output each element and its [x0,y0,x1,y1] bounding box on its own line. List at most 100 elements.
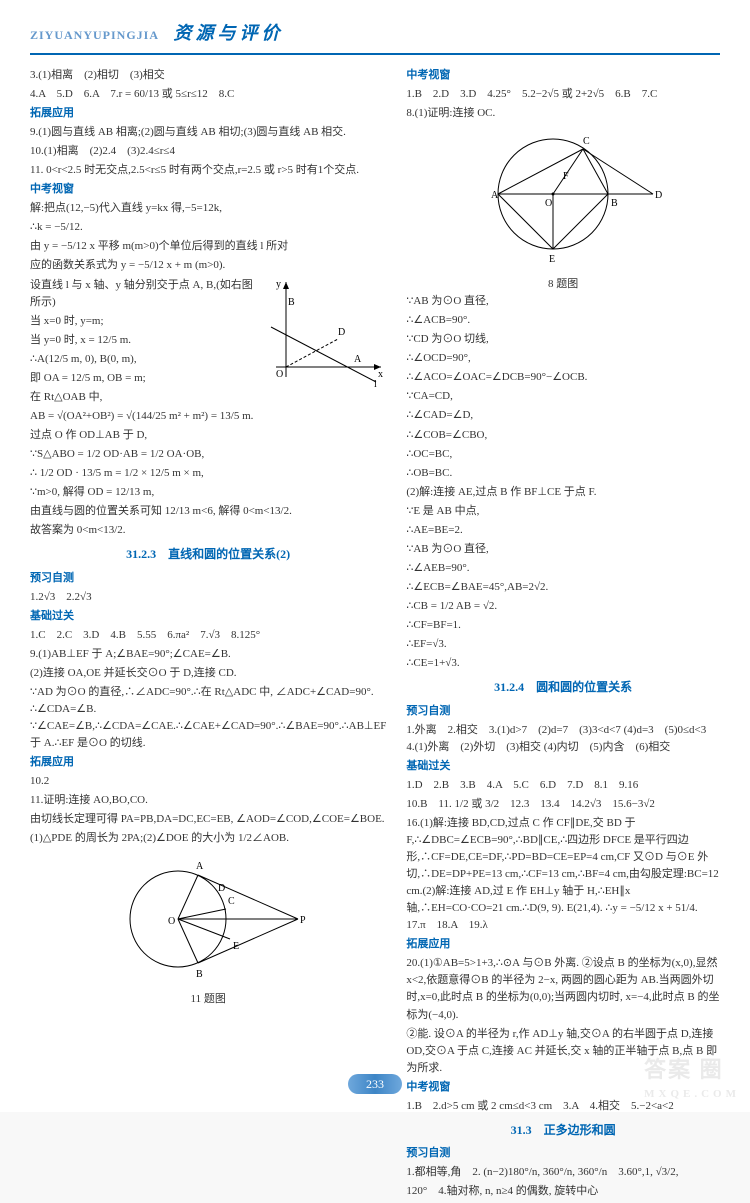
watermark: 答案 圈 MXQE.COM [644,1053,740,1103]
text: ∴∠AEB=90°. [406,560,720,577]
section-title: 31.2.3 直线和圆的位置关系(2) [30,545,386,564]
text: 16.(1)解:连接 BD,CD,过点 C 作 CF∥DE,交 BD 于 F,∴… [406,815,720,934]
heading: 拓展应用 [406,936,720,953]
linegraph-svg: x y O B A D l [266,277,386,387]
heading: 预习自测 [30,570,386,587]
text: 8.(1)证明:连接 OC. [406,105,720,122]
text: ∵E 是 AB 中点, [406,503,720,520]
pt-l: l [374,379,377,387]
text: 1.2√3 2.2√3 [30,589,386,606]
text: 故答案为 0<m<13/2. [30,522,386,539]
text: ∴EF=√3. [406,636,720,653]
fig8-svg: A B C D E F O [463,124,663,274]
heading: 拓展应用 [30,754,386,771]
pt-A: A [354,354,362,365]
pt-O: O [168,916,175,927]
text: ∵CA=CD, [406,388,720,405]
text: 9.(1)AB⊥EF 于 A;∠BAE=90°;∠CAE=∠B. [30,646,386,663]
text: ∴CF=BF=1. [406,617,720,634]
text: (2)连接 OA,OE 并延长交⊙O 于 D,连接 CD. [30,665,386,682]
heading: 中考视窗 [406,67,720,84]
heading: 拓展应用 [30,105,386,122]
text: ∵AD 为⊙O 的直径,∴∠ADC=90°.∴在 Rt△ADC 中, ∠ADC+… [30,684,386,752]
text: AB = √(OA²+OB²) = √(144/25 m² + m²) = 13… [30,408,386,425]
text: ∴∠ECB=∠BAE=45°,AB=2√2. [406,579,720,596]
pt-B: B [611,198,618,209]
text: ∴CB = 1/2 AB = √2. [406,598,720,615]
text: ∴ 1/2 OD · 13/5 m = 1/2 × 12/5 m × m, [30,465,386,482]
figure-11: A B C D E O P 11 题图 [30,849,386,1008]
header-title: 资源与评价 [174,23,284,43]
left-column: 3.(1)相离 (2)相切 (3)相交 4.A 5.D 6.A 7.r = 60… [30,67,386,1203]
text: 1.B 2.D 3.D 4.25° 5.2−2√5 或 2+2√5 6.B 7.… [406,86,720,103]
content-columns: 3.(1)相离 (2)相切 (3)相交 4.A 5.D 6.A 7.r = 60… [30,67,720,1203]
text: (2)解:连接 AE,过点 B 作 BF⊥CE 于点 F. [406,484,720,501]
text: 由直线与圆的位置关系可知 12/13 m<6, 解得 0<m<13/2. [30,503,386,520]
text: 4.A 5.D 6.A 7.r = 60/13 或 5≤r≤12 8.C [30,86,386,103]
text: 当 x=0 时, y=m; [30,313,260,330]
figure-8: A B C D E F O 8 题图 [406,124,720,293]
fig11-svg: A B C D E O P [98,849,318,989]
text: ∵AB 为⊙O 直径, [406,541,720,558]
text: 应的函数关系式为 y = −5/12 x + m (m>0). [30,257,386,274]
text: 20.(1)①AB=5>1+3,∴⊙A 与⊙B 外离. ②设点 B 的坐标为(x… [406,955,720,1023]
watermark-bottom: MXQE.COM [644,1086,740,1103]
text: 10.(1)相离 (2)2.4 (3)2.4≤r≤4 [30,143,386,160]
text: 过点 O 作 OD⊥AB 于 D, [30,427,386,444]
text: ∵S△ABO = 1/2 OD·AB = 1/2 OA·OB, [30,446,386,463]
text: 即 OA = 12/5 m, OB = m; [30,370,260,387]
text: 由切线长定理可得 PA=PB,DA=DC,EC=EB, ∠AOD=∠COD,∠C… [30,811,386,828]
heading: 预习自测 [406,703,720,720]
heading: 中考视窗 [30,181,386,198]
pt-D: D [655,190,662,201]
pt-B: B [196,969,203,980]
text: 11.证明:连接 AO,BO,CO. [30,792,386,809]
pt-A: A [491,190,499,201]
text: ∴CE=1+√3. [406,655,720,672]
pt-E: E [233,941,239,952]
text: 10.2 [30,773,386,790]
pt-F: F [563,171,569,182]
pt-D: D [338,327,345,338]
text: ∴k = −5/12. [30,219,386,236]
text: 由 y = −5/12 x 平移 m(m>0)个单位后得到的直线 l 所对 [30,238,386,255]
text: ∴OB=BC. [406,465,720,482]
pt-B: B [288,297,295,308]
text: 3.(1)相离 (2)相切 (3)相交 [30,67,386,84]
pt-C: C [228,896,235,907]
pt-O: O [276,369,283,380]
text: ∴∠ACB=90°. [406,312,720,329]
text: 11. 0<r<2.5 时无交点,2.5<r≤5 时有两个交点,r=2.5 或 … [30,162,386,179]
page-number: 233 [348,1074,402,1094]
line-graph: x y O B A D l [266,277,386,387]
text: ∴AE=BE=2. [406,522,720,539]
pt-A: A [196,861,204,872]
text: 解:把点(12,−5)代入直线 y=kx 得,−5=12k, [30,200,386,217]
text: 当 y=0 时, x = 12/5 m. [30,332,260,349]
axis-y-label: y [276,279,281,290]
watermark-top: 答案 圈 [644,1057,724,1082]
fig-label: 11 题图 [30,991,386,1008]
text: ∴∠ACO=∠OAC=∠DCB=90°−∠OCB. [406,369,720,386]
axis-x-label: x [378,369,383,380]
text: 1.外离 2.相交 3.(1)d>7 (2)d=7 (3)3<d<7 (4)d=… [406,722,720,756]
section-title: 31.3 正多边形和圆 [406,1121,720,1140]
text: ∴OC=BC, [406,446,720,463]
heading: 基础过关 [406,758,720,775]
text: ∴∠COB=∠CBO, [406,427,720,444]
text: ∵m>0, 解得 OD = 12/13 m, [30,484,386,501]
heading: 基础过关 [30,608,386,625]
text: ∴∠OCD=90°, [406,350,720,367]
pt-D: D [218,883,225,894]
text: 设直线 l 与 x 轴、y 轴分别交于点 A, B,(如右图所示) [30,277,260,311]
pt-C: C [583,136,590,147]
text: 在 Rt△OAB 中, [30,389,386,406]
pt-O: O [545,198,552,209]
pt-P: P [300,915,306,926]
text: ∵CD 为⊙O 切线, [406,331,720,348]
text: 1.都相等,角 2. (n−2)180°/n, 360°/n, 360°/n 3… [406,1164,720,1181]
heading: 预习自测 [406,1145,720,1162]
text: 10.B 11. 1/2 或 3/2 12.3 13.4 14.2√3 15.6… [406,796,720,813]
text: 120° 4.轴对称, n, n≥4 的偶数, 旋转中心 [406,1183,720,1200]
page-header: ZIYUANYUPINGJIA 资源与评价 [30,20,720,55]
